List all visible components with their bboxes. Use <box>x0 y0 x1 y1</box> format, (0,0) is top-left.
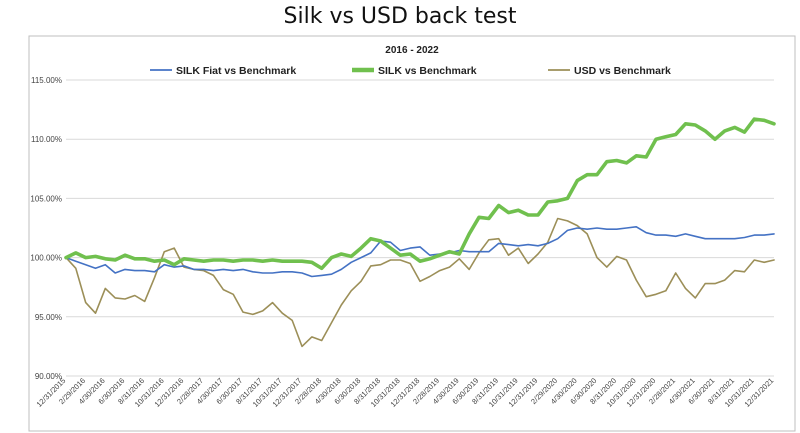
series-line-usd-vs-benchmark <box>65 217 775 348</box>
y-axis: 90.00% 95.00% 100.00% 105.00% 110.00% 115.00% <box>30 76 62 381</box>
y-tick-label: 95.00% <box>35 313 62 322</box>
page-title: Silk vs USD back test <box>283 4 517 29</box>
y-tick-label: 105.00% <box>30 194 62 203</box>
chart-frame <box>28 35 796 432</box>
y-tick-label: 90.00% <box>35 372 62 381</box>
y-tick-label: 100.00% <box>30 254 62 263</box>
legend-label: SILK vs Benchmark <box>378 65 477 77</box>
legend-label: SILK Fiat vs Benchmark <box>176 65 296 77</box>
legend: SILK Fiat vs Benchmark SILK vs Benchmark U… <box>150 65 671 77</box>
y-tick-label: 110.00% <box>31 135 62 144</box>
legend-label: USD vs Benchmark <box>574 65 671 77</box>
y-tick-label: 115.00% <box>31 76 62 85</box>
series-line-silk-vs-benchmark <box>64 117 776 271</box>
chart-subtitle: 2016 - 2022 <box>385 45 439 56</box>
series-line-silk-fiat-vs-benchmark <box>65 226 775 278</box>
series-lines <box>64 117 776 348</box>
